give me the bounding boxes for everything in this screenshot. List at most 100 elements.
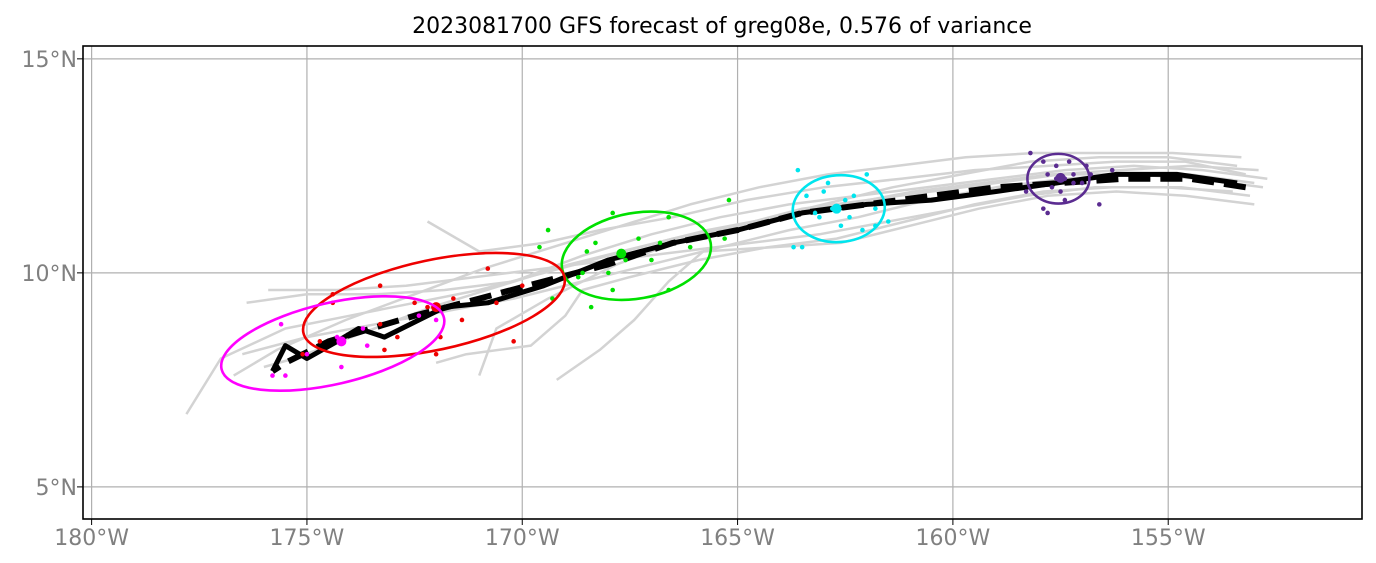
cluster-3-point-4 — [425, 304, 430, 310]
cluster-1-point-0 — [795, 167, 801, 173]
cluster-2-point-17 — [726, 197, 732, 203]
cluster-2-point-3 — [593, 240, 598, 246]
cluster-1-point-6 — [864, 172, 870, 177]
x-tick-label-1: 175°W — [270, 526, 345, 551]
cluster-3-ellipse — [301, 251, 567, 359]
ensemble-tracks — [185, 151, 1268, 415]
cluster-0-point-18 — [1053, 163, 1059, 169]
cluster-3-point-8 — [519, 283, 525, 289]
grid-lines — [83, 46, 1362, 519]
cluster-1-point-7 — [873, 206, 878, 211]
cluster-2-ellipse — [560, 210, 713, 302]
cluster-3-point-17 — [459, 317, 465, 323]
cluster-0-point-15 — [1097, 202, 1102, 207]
cluster-2-point-1 — [666, 214, 671, 220]
cluster-1-point-1 — [804, 193, 809, 199]
cluster-4-ellipse — [219, 294, 446, 393]
cluster-1-point-10 — [838, 223, 844, 229]
plot-frame — [82, 45, 1363, 520]
cluster-3 — [300, 251, 567, 359]
cluster-2-point-11 — [575, 274, 581, 280]
ensemble-track-7 — [233, 151, 1242, 377]
cluster-4-point-9 — [364, 343, 370, 348]
y-tick-label-2: 5°N — [36, 476, 77, 501]
y-tick-label-0: 15°N — [22, 48, 77, 73]
cluster-0-point-14 — [1062, 197, 1068, 203]
cluster-0-point-0 — [1028, 150, 1033, 156]
cluster-1-point-15 — [812, 210, 818, 216]
cluster-0-point-19 — [1071, 172, 1076, 177]
x-tick-label-3: 165°W — [700, 526, 775, 551]
cluster-2-point-16 — [722, 236, 727, 241]
axis-ticks: 180°W 175°W 170°W 165°W 160°W 155°W 15°N 10°N 5°… — [22, 48, 1206, 551]
cluster-0-point-9 — [1049, 184, 1055, 190]
cluster-2-point-8 — [623, 257, 628, 263]
cluster-0-point-2 — [1066, 159, 1072, 164]
cluster-4-point-8 — [270, 373, 275, 378]
cluster-1-center — [831, 203, 842, 214]
ensemble-track-6 — [246, 164, 1268, 305]
cluster-3-point-15 — [317, 339, 323, 344]
cluster-2 — [537, 197, 732, 310]
cluster-4 — [219, 294, 446, 393]
y-tick-label-1: 10°N — [22, 262, 77, 287]
ensemble-track-2 — [241, 173, 1264, 356]
cluster-1-point-16 — [847, 214, 852, 220]
x-tick-label-5: 155°W — [1131, 526, 1206, 551]
cluster-1-ellipse — [791, 173, 887, 244]
cluster-1-point-13 — [799, 244, 805, 250]
cluster-1-point-8 — [885, 219, 891, 224]
cluster-2-point-7 — [580, 270, 585, 276]
mean-forecast-track — [270, 175, 1247, 374]
cluster-4-point-7 — [283, 373, 288, 378]
cluster-0-point-12 — [1041, 206, 1046, 211]
cluster-3-point-2 — [377, 283, 383, 289]
x-tick-label-0: 180°W — [54, 526, 129, 551]
cluster-4-point-3 — [416, 313, 422, 318]
cluster-2-point-2 — [545, 227, 551, 233]
cluster-4-point-1 — [360, 326, 366, 331]
cluster-2-center — [616, 248, 627, 259]
cluster-1-point-5 — [851, 193, 857, 199]
cluster-1-point-11 — [821, 189, 827, 194]
cluster-0-point-4 — [1045, 172, 1050, 177]
cluster-4-point-2 — [433, 317, 439, 323]
forecast-clusters — [219, 150, 1115, 393]
cluster-0-point-1 — [1041, 159, 1046, 164]
ensemble-track-1 — [426, 160, 1246, 253]
cluster-2-point-5 — [657, 240, 663, 246]
cluster-0-ellipse — [1026, 152, 1091, 205]
cluster-4-point-0 — [278, 321, 284, 327]
cluster-2-point-13 — [588, 304, 594, 310]
cluster-0-point-10 — [1058, 189, 1063, 194]
cluster-3-point-5 — [412, 300, 417, 306]
plot-area — [185, 150, 1268, 415]
cluster-0-point-16 — [1109, 167, 1115, 173]
cluster-1 — [791, 167, 891, 250]
cluster-2-point-4 — [636, 236, 641, 241]
cluster-2-point-10 — [606, 270, 611, 276]
cluster-0 — [1023, 150, 1115, 216]
cluster-1-point-12 — [791, 244, 796, 250]
cluster-0-point-7 — [1071, 180, 1076, 186]
cluster-3-point-14 — [511, 339, 516, 344]
cluster-0-point-13 — [1045, 210, 1050, 216]
cluster-4-point-5 — [304, 351, 310, 357]
cluster-1-point-2 — [817, 214, 822, 220]
cluster-3-point-3 — [485, 266, 491, 271]
cluster-2-point-14 — [610, 287, 615, 293]
cluster-2-point-19 — [584, 249, 590, 254]
ensemble-track-9 — [263, 164, 1259, 369]
deterministic-forecast-track — [270, 171, 1238, 373]
cluster-3-point-6 — [451, 296, 456, 301]
cluster-0-point-8 — [1079, 180, 1085, 186]
cluster-2-point-9 — [649, 257, 654, 263]
cluster-3-point-7 — [494, 300, 499, 306]
x-tick-label-4: 160°W — [916, 526, 991, 551]
ensemble-track-3 — [435, 186, 1251, 365]
cluster-2-point-0 — [610, 210, 615, 216]
cluster-3-point-9 — [377, 321, 383, 327]
cluster-3-point-12 — [382, 347, 387, 353]
cluster-0-point-11 — [1023, 189, 1029, 194]
